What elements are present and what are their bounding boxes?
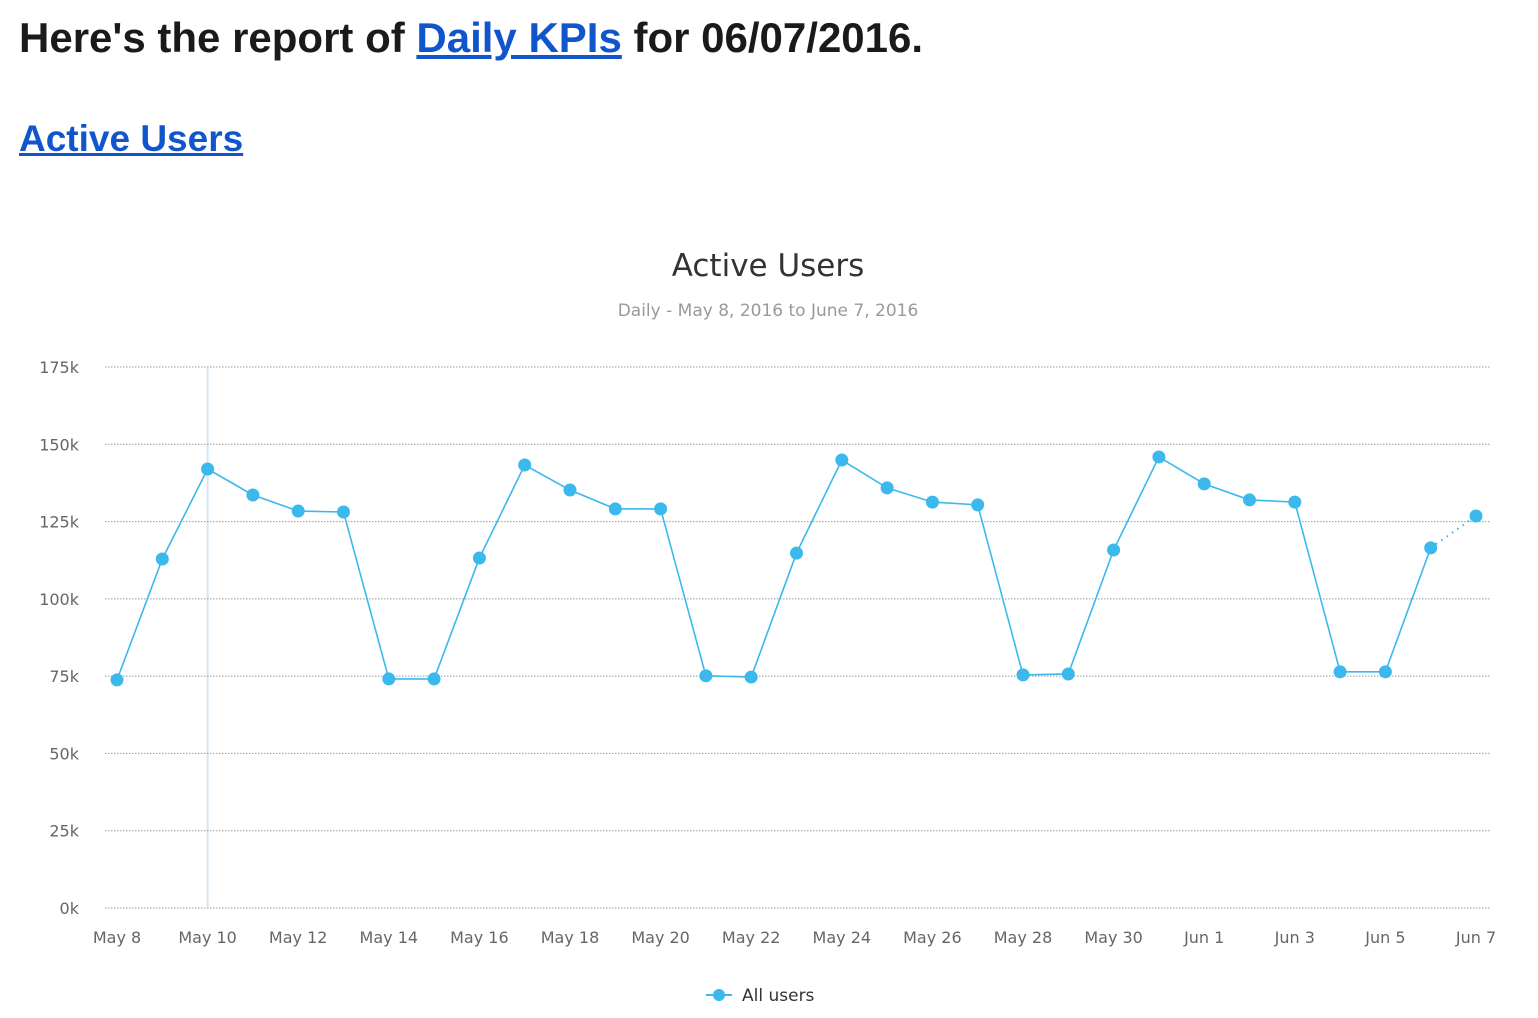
x-tick-label: May 12 bbox=[269, 928, 328, 947]
data-point[interactable] bbox=[518, 458, 532, 472]
x-tick-label: May 28 bbox=[994, 928, 1053, 947]
data-point[interactable] bbox=[563, 483, 577, 497]
heading-suffix: for 06/07/2016. bbox=[621, 14, 924, 61]
x-tick-label: Jun 1 bbox=[1183, 928, 1224, 947]
data-point[interactable] bbox=[1424, 541, 1438, 555]
x-tick-label: Jun 7 bbox=[1455, 928, 1496, 947]
data-point[interactable] bbox=[291, 504, 305, 518]
legend-marker-icon bbox=[713, 989, 725, 1001]
data-point[interactable] bbox=[382, 672, 396, 686]
data-point[interactable] bbox=[472, 551, 486, 565]
data-point[interactable] bbox=[1061, 667, 1075, 681]
y-tick-label: 50k bbox=[49, 744, 79, 763]
data-point[interactable] bbox=[337, 505, 350, 519]
legend[interactable]: All users bbox=[706, 986, 815, 1006]
y-tick-label: 125k bbox=[39, 513, 80, 532]
active-users-link[interactable]: Active Users bbox=[19, 118, 244, 159]
section-heading: Active Users bbox=[19, 118, 243, 160]
x-tick-label: May 20 bbox=[631, 928, 690, 947]
data-point[interactable] bbox=[925, 495, 939, 509]
data-point[interactable] bbox=[1333, 665, 1347, 679]
y-tick-label: 100k bbox=[39, 590, 80, 609]
data-point[interactable] bbox=[699, 669, 713, 683]
data-point[interactable] bbox=[971, 498, 985, 512]
data-point[interactable] bbox=[1469, 509, 1483, 523]
x-tick-label: May 30 bbox=[1084, 928, 1143, 947]
data-point[interactable] bbox=[790, 546, 803, 560]
data-point[interactable] bbox=[201, 462, 215, 476]
data-point[interactable] bbox=[1288, 495, 1302, 509]
data-point[interactable] bbox=[1378, 665, 1392, 679]
data-point[interactable] bbox=[427, 672, 441, 686]
y-tick-label: 25k bbox=[49, 822, 79, 841]
data-point[interactable] bbox=[1197, 477, 1211, 491]
x-tick-label: May 16 bbox=[450, 928, 509, 947]
data-point[interactable] bbox=[835, 453, 849, 467]
x-tick-label: May 24 bbox=[813, 928, 872, 947]
y-tick-label: 175k bbox=[39, 358, 80, 377]
x-tick-label: May 14 bbox=[360, 928, 419, 947]
x-tick-label: May 8 bbox=[93, 928, 141, 947]
data-point[interactable] bbox=[1107, 543, 1121, 557]
y-tick-label: 0k bbox=[60, 899, 80, 918]
report-heading: Here's the report of Daily KPIs for 06/0… bbox=[19, 14, 923, 62]
data-point[interactable] bbox=[1243, 493, 1256, 507]
series-line bbox=[116, 455, 1432, 681]
daily-kpis-link[interactable]: Daily KPIs bbox=[416, 14, 622, 61]
legend-label[interactable]: All users bbox=[742, 986, 815, 1006]
x-tick-label: May 22 bbox=[722, 928, 781, 947]
data-point[interactable] bbox=[110, 673, 124, 687]
chart-subtitle: Daily - May 8, 2016 to June 7, 2016 bbox=[618, 301, 919, 321]
data-point[interactable] bbox=[654, 502, 668, 516]
data-point[interactable] bbox=[880, 481, 894, 495]
x-tick-label: May 26 bbox=[903, 928, 962, 947]
x-tick-label: May 10 bbox=[178, 928, 237, 947]
data-point[interactable] bbox=[1152, 450, 1166, 464]
data-point[interactable] bbox=[246, 488, 260, 502]
y-tick-label: 150k bbox=[39, 435, 80, 454]
data-point[interactable] bbox=[1016, 668, 1030, 682]
partial-segment bbox=[1430, 515, 1477, 549]
data-point[interactable] bbox=[155, 552, 169, 566]
chart-title: Active Users bbox=[672, 248, 865, 284]
x-tick-label: Jun 3 bbox=[1274, 928, 1315, 947]
x-tick-label: May 18 bbox=[541, 928, 600, 947]
x-tick-label: Jun 5 bbox=[1364, 928, 1405, 947]
data-point[interactable] bbox=[744, 670, 758, 684]
y-tick-label: 75k bbox=[49, 667, 79, 686]
heading-prefix: Here's the report of bbox=[19, 14, 417, 61]
data-point[interactable] bbox=[608, 502, 622, 516]
